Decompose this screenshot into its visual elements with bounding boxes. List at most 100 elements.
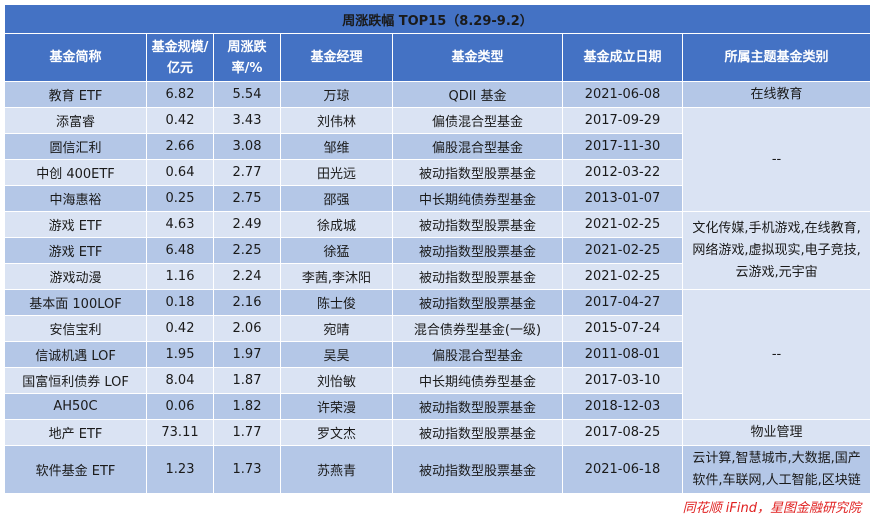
- cell-fund-manager: 刘怡敏: [280, 367, 393, 394]
- cell-weekly-change: 5.54: [213, 81, 281, 108]
- cell-fund-name: 游戏动漫: [4, 263, 147, 290]
- cell-fund-name: 中创 400ETF: [4, 159, 147, 186]
- cell-fund-manager: 许荣漫: [280, 393, 393, 420]
- cell-fund-name: 游戏 ETF: [4, 211, 147, 238]
- table-row: 添富睿 0.42 3.43 刘伟林 偏债混合型基金 2017-09-29 --: [4, 107, 872, 212]
- cell-inception-date: 2018-12-03: [562, 393, 683, 420]
- cell-fund-name: 教育 ETF: [4, 81, 147, 108]
- cell-fund-size: 6.82: [146, 81, 214, 108]
- cell-fund-name: AH50C: [4, 393, 147, 420]
- cell-fund-manager: 刘伟林: [280, 107, 393, 134]
- cell-fund-size: 2.66: [146, 133, 214, 160]
- cell-inception-date: 2015-07-24: [562, 315, 683, 342]
- table-row: 游戏 ETF 4.63 2.49 徐成城 被动指数型股票基金 2021-02-2…: [4, 211, 872, 290]
- cell-fund-manager: 吴昊: [280, 341, 393, 368]
- cell-fund-size: 6.48: [146, 237, 214, 264]
- cell-theme-category: 云计算,智慧城市,大数据,国产 软件,车联网,人工智能,区块链: [681, 445, 872, 494]
- cell-fund-type: 被动指数型股票基金: [392, 211, 563, 238]
- cell-fund-name: 中海惠裕: [4, 185, 147, 212]
- fund-ranking-table: 周涨跌幅 TOP15（8.29-9.2） 基金简称 基金规模/亿元 周涨跌率/%…: [3, 4, 872, 494]
- cell-fund-name: 圆信汇利: [4, 133, 147, 160]
- header-weekly-change: 周涨跌率/%: [213, 33, 281, 82]
- cell-fund-size: 0.06: [146, 393, 214, 420]
- cell-fund-size: 0.42: [146, 107, 214, 134]
- cell-fund-type: 中长期纯债券型基金: [392, 367, 563, 394]
- cell-weekly-change: 1.77: [213, 419, 281, 446]
- table-row: 游戏动漫 1.16 2.24 李茜,李沐阳 被动指数型股票基金 2021-02-…: [4, 263, 871, 290]
- cell-fund-manager: 徐成城: [280, 211, 393, 238]
- table-row: 安信宝利 0.42 2.06 宛晴 混合债券型基金(一级) 2015-07-24: [4, 315, 871, 342]
- cell-fund-manager: 苏燕青: [280, 445, 393, 494]
- cell-weekly-change: 3.43: [213, 107, 281, 134]
- cell-fund-name: 添富睿: [4, 107, 147, 134]
- cell-weekly-change: 2.49: [213, 211, 281, 238]
- cell-weekly-change: 1.87: [213, 367, 281, 394]
- cell-weekly-change: 1.82: [213, 393, 281, 420]
- cell-fund-type: 混合债券型基金(一级): [392, 315, 563, 342]
- table-row: AH50C 0.06 1.82 许荣漫 被动指数型股票基金 2018-12-03: [4, 393, 871, 420]
- table-row: 圆信汇利 2.66 3.08 邹维 偏股混合型基金 2017-11-30: [4, 133, 871, 160]
- cell-fund-manager: 李茜,李沐阳: [280, 263, 393, 290]
- cell-inception-date: 2017-03-10: [562, 367, 683, 394]
- table-row: 中海惠裕 0.25 2.75 邵强 中长期纯债券型基金 2013-01-07: [4, 185, 871, 212]
- header-fund-manager: 基金经理: [280, 33, 393, 82]
- cell-fund-size: 0.25: [146, 185, 214, 212]
- theme-line: 软件,车联网,人工智能,区块链: [692, 472, 861, 488]
- theme-line: 网络游戏,虚拟现实,电子竞技,: [692, 242, 861, 258]
- cell-fund-manager: 宛晴: [280, 315, 393, 342]
- cell-fund-manager: 徐猛: [280, 237, 393, 264]
- cell-inception-date: 2021-06-18: [562, 445, 683, 494]
- cell-fund-type: 中长期纯债券型基金: [392, 185, 563, 212]
- cell-theme-category: 在线教育: [681, 81, 872, 108]
- cell-inception-date: 2013-01-07: [562, 185, 683, 212]
- cell-inception-date: 2021-06-08: [562, 81, 683, 108]
- cell-weekly-change: 2.06: [213, 315, 281, 342]
- cell-fund-type: 偏股混合型基金: [392, 133, 563, 160]
- cell-fund-size: 73.11: [146, 419, 214, 446]
- table-row: 游戏 ETF 6.48 2.25 徐猛 被动指数型股票基金 2021-02-25: [4, 237, 871, 264]
- cell-fund-name: 地产 ETF: [4, 419, 147, 446]
- header-fund-name: 基金简称: [4, 33, 147, 82]
- cell-fund-size: 0.42: [146, 315, 214, 342]
- table-row: 信诚机遇 LOF 1.95 1.97 吴昊 偏股混合型基金 2011-08-01: [4, 341, 871, 368]
- cell-inception-date: 2012-03-22: [562, 159, 683, 186]
- cell-theme-category: 物业管理: [681, 419, 872, 446]
- cell-fund-type: 被动指数型股票基金: [392, 263, 563, 290]
- cell-fund-size: 8.04: [146, 367, 214, 394]
- cell-fund-type: 被动指数型股票基金: [392, 419, 563, 446]
- cell-fund-size: 1.23: [146, 445, 214, 494]
- cell-fund-size: 0.18: [146, 289, 214, 316]
- cell-weekly-change: 2.77: [213, 159, 281, 186]
- cell-fund-size: 1.95: [146, 341, 214, 368]
- cell-fund-type: 被动指数型股票基金: [392, 445, 563, 494]
- cell-inception-date: 2017-11-30: [562, 133, 683, 160]
- cell-fund-name: 安信宝利: [4, 315, 147, 342]
- cell-weekly-change: 2.25: [213, 237, 281, 264]
- table-row: 教育 ETF 6.82 5.54 万琼 QDII 基金 2021-06-08 在…: [4, 81, 872, 108]
- table-row: 地产 ETF 73.11 1.77 罗文杰 被动指数型股票基金 2017-08-…: [4, 419, 872, 446]
- header-theme-category: 所属主题基金类别: [681, 33, 872, 82]
- cell-inception-date: 2021-02-25: [562, 237, 683, 264]
- cell-fund-type: 偏股混合型基金: [392, 341, 563, 368]
- cell-fund-type: 被动指数型股票基金: [392, 159, 563, 186]
- cell-inception-date: 2017-09-29: [562, 107, 683, 134]
- cell-fund-manager: 邹维: [280, 133, 393, 160]
- theme-line: 云游戏,元宇宙: [735, 264, 818, 280]
- cell-fund-name: 国富恒利债券 LOF: [4, 367, 147, 394]
- cell-weekly-change: 2.16: [213, 289, 281, 316]
- cell-fund-type: QDII 基金: [392, 81, 563, 108]
- cell-theme-category: --: [681, 107, 872, 212]
- table-row: 基本面 100LOF 0.18 2.16 陈士俊 被动指数型股票基金 2017-…: [4, 289, 872, 420]
- cell-inception-date: 2021-02-25: [562, 211, 683, 238]
- cell-fund-size: 1.16: [146, 263, 214, 290]
- header-fund-size: 基金规模/亿元: [146, 33, 214, 82]
- cell-theme-category: --: [681, 289, 872, 420]
- cell-fund-type: 被动指数型股票基金: [392, 393, 563, 420]
- cell-fund-type: 被动指数型股票基金: [392, 237, 563, 264]
- cell-fund-size: 4.63: [146, 211, 214, 238]
- cell-fund-name: 游戏 ETF: [4, 237, 147, 264]
- cell-fund-name: 基本面 100LOF: [4, 289, 147, 316]
- cell-fund-type: 被动指数型股票基金: [392, 289, 563, 316]
- cell-weekly-change: 1.97: [213, 341, 281, 368]
